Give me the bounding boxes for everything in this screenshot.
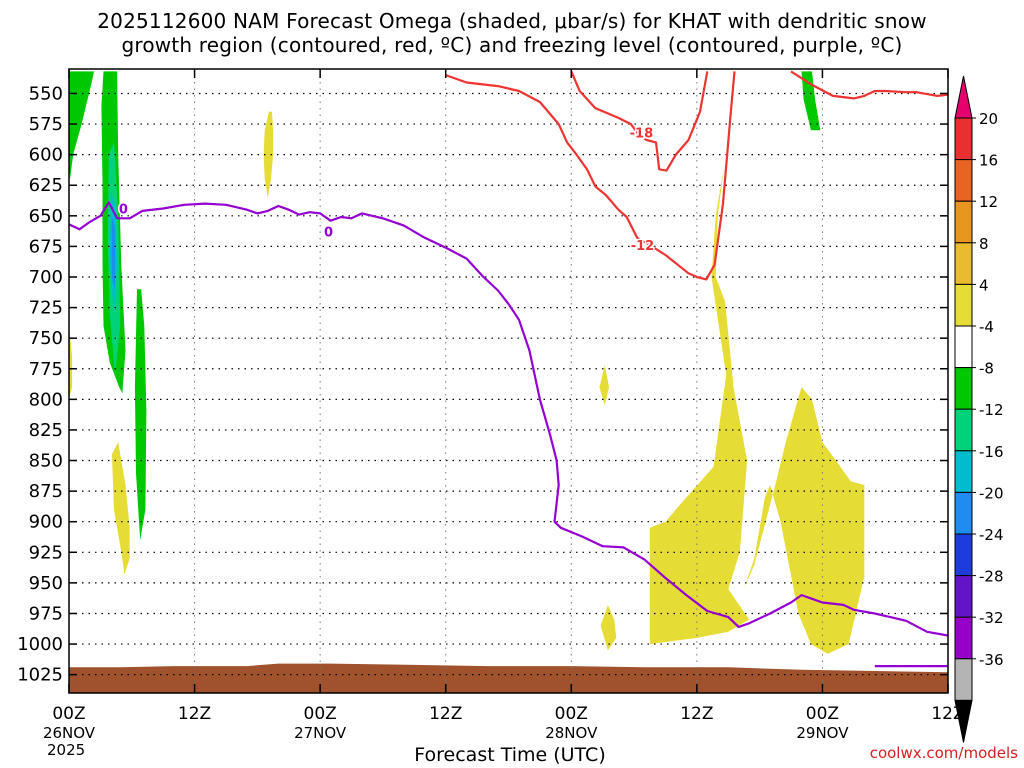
colorbar-label: 20	[979, 110, 998, 128]
plot-frame	[68, 68, 949, 694]
x-tick-date: 27NOV	[294, 724, 347, 742]
x-tick-label: 00Z	[52, 704, 85, 724]
colorbar: 20 16 12 8 4 -4 -8 -12 -16 -20 -24 -28 -32 -36	[954, 75, 1004, 743]
y-tick-label: 850	[29, 451, 63, 472]
y-tick-label: 700	[29, 267, 63, 288]
y-tick-label: 825	[29, 420, 63, 441]
colorbar-cap-bottom	[954, 699, 973, 743]
colorbar-label: -16	[979, 443, 1004, 461]
y-tick-label: 575	[29, 114, 63, 135]
omega-region-0	[263, 111, 274, 198]
omega-region-12	[134, 289, 147, 541]
omega-region-3	[599, 365, 609, 406]
x-tick-date: 29NOV	[796, 724, 849, 742]
x-tick-date: 28NOV	[545, 724, 598, 742]
x-tick-label: 12Z	[429, 704, 462, 724]
y-tick-label: 600	[29, 145, 63, 166]
omega-region-5	[649, 166, 750, 645]
colorbar-cap-top	[954, 75, 973, 119]
site-credit: coolwx.com/models	[869, 744, 1018, 762]
y-tick-label: 800	[29, 389, 63, 410]
y-tick-label: 675	[29, 236, 63, 257]
y-tick-label: 650	[29, 206, 63, 227]
x-tick-date: 26NOV	[43, 724, 96, 742]
x-tick-label: 00Z	[304, 704, 337, 724]
colorbar-label: 4	[979, 276, 989, 294]
colorbar-bin	[954, 658, 973, 701]
omega-region-2	[111, 442, 130, 575]
colorbar-label: -24	[979, 526, 1004, 544]
y-tick-label: 1025	[17, 665, 63, 686]
colorbar-bin	[954, 367, 973, 410]
omega-shading	[69, 71, 865, 654]
y-tick-label: 875	[29, 481, 63, 502]
omega-region-7	[69, 71, 95, 180]
colorbar-bin	[954, 408, 973, 452]
omega-region-6	[743, 387, 865, 654]
colorbar-label: 16	[979, 152, 998, 170]
grid-lines	[69, 69, 948, 693]
chart-title-line-1: 2025112600 NAM Forecast Omega (shaded, μ…	[97, 9, 927, 33]
chart-title-line-2: growth region (contoured, red, ºC) and f…	[121, 33, 903, 57]
omega-region-4	[600, 604, 617, 651]
colorbar-bin	[954, 283, 973, 327]
colorbar-label: 8	[979, 235, 989, 253]
contour-label: -12	[631, 239, 655, 254]
colorbar-label: -12	[979, 401, 1004, 419]
y-tick-label: 900	[29, 512, 63, 533]
contour-line-2	[790, 70, 948, 100]
contour-label: 0	[324, 226, 333, 241]
colorbar-bin	[954, 117, 973, 161]
colorbar-bin	[954, 575, 973, 618]
colorbar-bin	[954, 159, 973, 202]
y-tick-label: 775	[29, 359, 63, 380]
y-tick-label: 950	[29, 573, 63, 594]
contour-line-1	[570, 70, 709, 172]
contour-line-0	[445, 71, 736, 281]
colorbar-label: -28	[979, 568, 1004, 586]
y-tick-label: 725	[29, 298, 63, 319]
y-axis: 550 575 600 625 650 675 700 725 750 775 800 825 850 8…	[17, 83, 948, 686]
y-tick-label: 975	[29, 603, 63, 624]
colorbar-label: -8	[979, 360, 994, 378]
colorbar-bin	[954, 325, 973, 369]
terrain-surface	[69, 663, 948, 693]
x-tick-label: 00Z	[806, 704, 839, 724]
colorbar-bin	[954, 491, 973, 535]
y-tick-label: 625	[29, 175, 63, 196]
x-tick-year: 2025	[47, 741, 85, 759]
y-tick-label: 925	[29, 542, 63, 563]
x-tick-label: 12Z	[680, 704, 713, 724]
contour-line-3	[69, 201, 948, 637]
x-tick-label: 12Z	[178, 704, 211, 724]
colorbar-label: -20	[979, 484, 1004, 502]
omega-region-11	[111, 215, 115, 290]
omega-region-13	[801, 71, 821, 131]
colorbar-label: -32	[979, 609, 1004, 627]
y-tick-label: 750	[29, 328, 63, 349]
colorbar-label: 12	[979, 193, 998, 211]
y-tick-label: 1000	[17, 634, 63, 655]
omega-region-1	[69, 325, 73, 400]
colorbar-bin	[954, 450, 973, 493]
contour-lines	[69, 70, 948, 668]
colorbar-bin	[954, 533, 973, 577]
contour-label: 0	[119, 202, 128, 217]
y-tick-label: 550	[29, 83, 63, 104]
colorbar-label: -4	[979, 318, 994, 336]
colorbar-label: -36	[979, 651, 1004, 669]
x-tick-label: 00Z	[555, 704, 588, 724]
colorbar-bin	[954, 242, 973, 285]
x-axis-title: Forecast Time (UTC)	[414, 744, 606, 766]
colorbar-bin	[954, 616, 973, 660]
colorbar-bin	[954, 200, 973, 244]
contour-label: -18	[630, 127, 654, 142]
